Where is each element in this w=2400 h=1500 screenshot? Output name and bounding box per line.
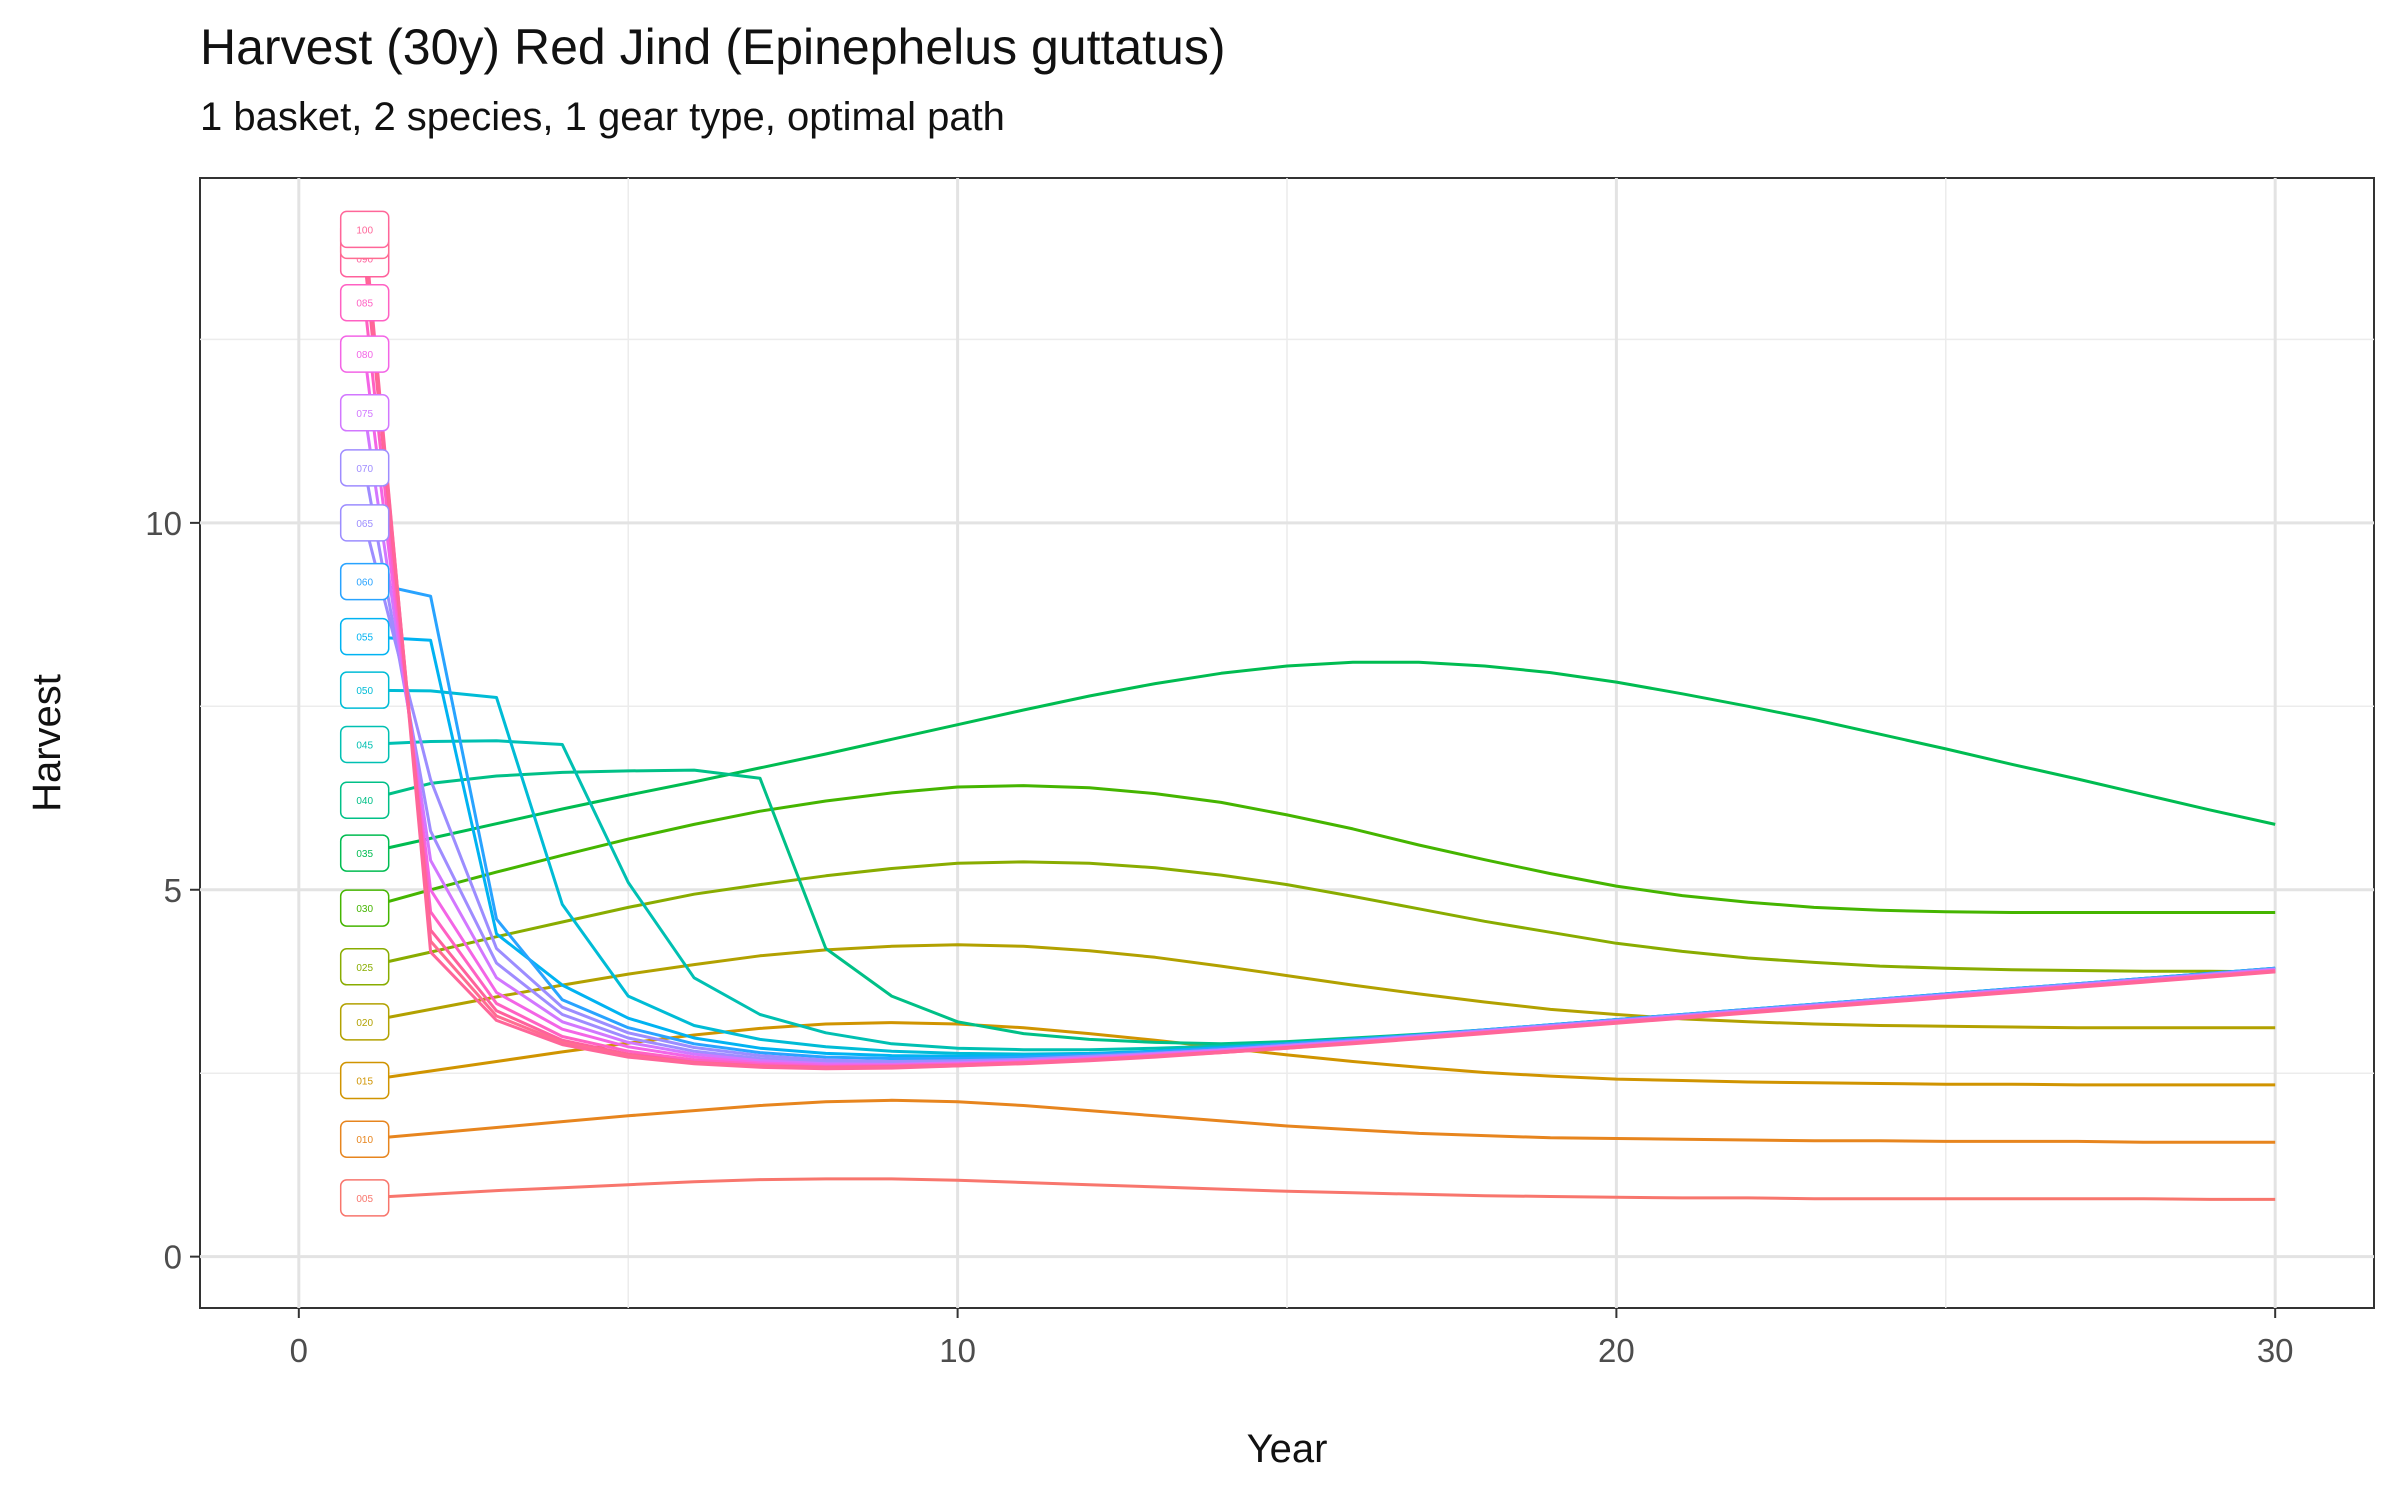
series-label-layer: 005 010 015 020 025 030 035 040 045 050 055 060 065 0… — [339, 210, 390, 1217]
series-line-100 — [363, 229, 2276, 1071]
chart-title: Harvest (30y) Red Jind (Epinephelus gutt… — [200, 19, 1226, 75]
series-label-box — [339, 671, 390, 709]
series-label-box — [339, 1179, 390, 1217]
series-line-015 — [364, 1021, 2276, 1087]
series-label-030: 030 — [339, 889, 390, 927]
series-label-box — [339, 948, 390, 986]
series-label-text: 045 — [356, 740, 373, 751]
series-label-box — [339, 210, 390, 249]
series-label-text: 040 — [356, 796, 373, 807]
x-tick-label: 0 — [290, 1332, 308, 1369]
series-label-text: 020 — [356, 1018, 373, 1029]
series-label-box — [339, 889, 390, 927]
series-label-text: 060 — [356, 578, 373, 589]
series-label-box — [339, 725, 390, 764]
series-label-020: 020 — [339, 1003, 390, 1041]
series-label-035: 035 — [339, 834, 390, 872]
series-line-025 — [364, 860, 2276, 974]
series-label-070: 070 — [339, 449, 390, 487]
series-label-box — [339, 834, 390, 872]
series-label-text: 075 — [356, 409, 373, 420]
series-label-box — [339, 504, 390, 542]
series-label-025: 025 — [339, 948, 390, 986]
series-label-box — [339, 335, 390, 373]
series-label-box — [339, 1003, 390, 1041]
x-axis-title: Year — [1247, 1427, 1328, 1471]
series-label-text: 065 — [356, 519, 373, 530]
series-layer — [363, 229, 2276, 1201]
series-label-100: 100 — [339, 210, 390, 249]
series-label-box — [339, 283, 390, 322]
series-label-005: 005 — [339, 1179, 390, 1217]
series-line-030 — [364, 784, 2276, 914]
y-tick-label: 10 — [145, 505, 182, 542]
series-label-085: 085 — [339, 283, 390, 322]
x-tick-label: 20 — [1598, 1332, 1635, 1369]
series-label-065: 065 — [339, 504, 390, 542]
series-label-text: 050 — [356, 686, 373, 697]
y-tick-label: 0 — [164, 1239, 182, 1276]
y-tick-label: 5 — [164, 872, 182, 909]
series-label-010: 010 — [339, 1120, 390, 1158]
grid-layer — [200, 178, 2374, 1308]
series-label-box — [339, 617, 390, 656]
series-label-box — [339, 562, 390, 601]
series-line-005 — [364, 1177, 2276, 1201]
chart-subtitle: 1 basket, 2 species, 1 gear type, optima… — [200, 95, 1005, 139]
series-label-080: 080 — [339, 335, 390, 373]
series-label-text: 100 — [356, 225, 373, 236]
series-label-box — [339, 449, 390, 487]
series-label-box — [339, 1120, 390, 1158]
y-axis-title: Harvest — [25, 674, 69, 812]
series-label-box — [339, 781, 390, 819]
x-tick-label: 10 — [939, 1332, 976, 1369]
series-label-text: 030 — [356, 904, 373, 915]
series-label-text: 010 — [356, 1135, 373, 1146]
series-label-box — [339, 1061, 390, 1100]
series-label-text: 070 — [356, 464, 373, 475]
series-label-text: 080 — [356, 350, 373, 361]
series-label-text: 035 — [356, 849, 373, 860]
series-line-010 — [364, 1098, 2276, 1144]
series-label-050: 050 — [339, 671, 390, 709]
series-label-text: 085 — [356, 299, 373, 310]
series-label-text: 015 — [356, 1077, 373, 1088]
series-line-020 — [364, 943, 2276, 1030]
series-label-045: 045 — [339, 725, 390, 764]
series-label-text: 055 — [356, 633, 373, 644]
series-label-040: 040 — [339, 781, 390, 819]
series-label-015: 015 — [339, 1061, 390, 1100]
series-label-text: 025 — [356, 963, 373, 974]
series-label-055: 055 — [339, 617, 390, 656]
series-label-075: 075 — [339, 394, 390, 432]
x-tick-label: 30 — [2257, 1332, 2294, 1369]
series-label-text: 090 — [356, 255, 373, 266]
series-line-035 — [364, 660, 2276, 855]
series-label-box — [339, 394, 390, 432]
series-label-060: 060 — [339, 562, 390, 601]
series-label-text: 005 — [356, 1194, 373, 1205]
